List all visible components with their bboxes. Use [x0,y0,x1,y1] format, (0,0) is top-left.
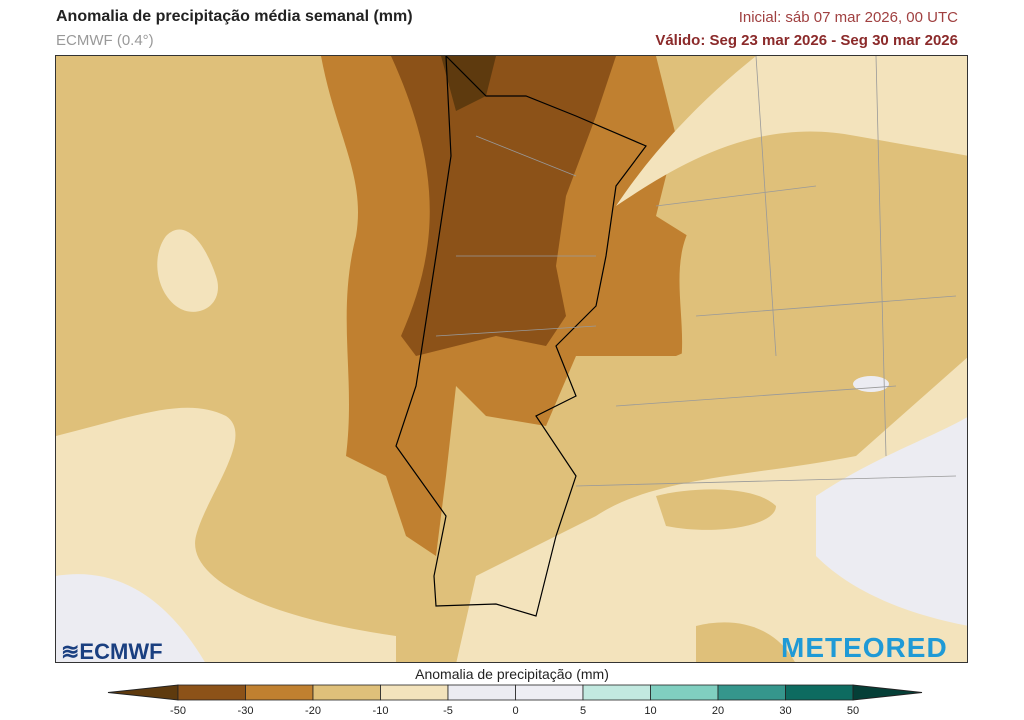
grey-east [816,417,967,626]
region-borders [435,56,957,487]
colorbar-bin [177,684,246,701]
darkest-zone [441,56,496,111]
medium-se [696,622,795,662]
colorbar-tick: -30 [237,705,254,717]
colorbar [107,684,923,701]
grey-spot [853,376,889,392]
dark-band [391,56,616,356]
light-patch [157,229,218,312]
anomaly-map: ≋ECMWF METEORED [55,55,968,663]
colorbar-tick: -50 [170,705,186,717]
colorbar-bin [447,684,516,701]
legend-title: Anomalia de precipitação (mm) [415,666,609,682]
colorbar-bin [245,684,314,701]
colorbar-arrow-low [107,684,179,701]
grey-ocean-zone [56,574,205,662]
colorbar-arrow-high [852,684,923,701]
model-label: ECMWF (0.4°) [56,32,154,49]
colorbar-bin [582,684,651,701]
colorbar-tick: -5 [443,705,453,717]
colorbar-tick: 0 [512,705,519,717]
colorbar-tick: -20 [305,705,321,717]
colorbar-tick: -10 [372,705,389,717]
colorbar-tick: 5 [579,705,587,717]
ecmwf-logo: ≋ECMWF [61,639,163,663]
valid-period: Válido: Seg 23 mar 2026 - Seg 30 mar 202… [655,32,958,49]
map-title: Anomalia de precipitação média semanal (… [56,8,413,25]
colorbar-bin [380,684,449,701]
east-medium [674,183,933,449]
colorbar-tick: 10 [644,705,657,717]
colorbar-bin [312,684,381,701]
portugal-border [395,56,647,617]
initial-time: Inicial: sáb 07 mar 2026, 00 UTC [738,9,958,26]
colorbar-bin [515,684,584,701]
colorbar-tick: 50 [846,705,860,717]
colorbar-bin [717,684,786,701]
medium-south [656,489,776,530]
colorbar-tick: 30 [779,705,792,717]
colorbar-tick: 20 [711,705,725,717]
colorbar-bin [650,684,719,701]
meteored-logo: METEORED [781,632,948,663]
colorbar-bin [785,684,854,701]
